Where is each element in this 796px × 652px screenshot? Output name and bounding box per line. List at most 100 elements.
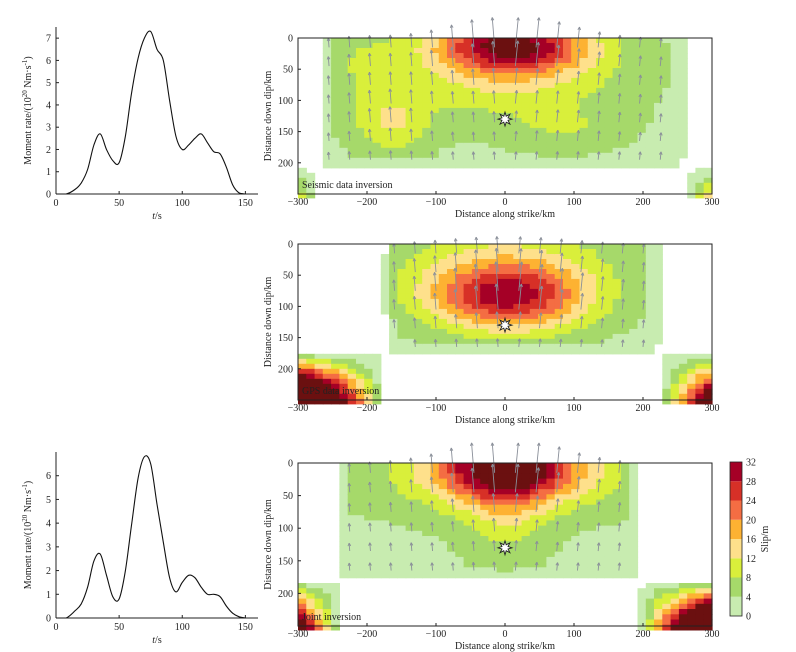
joint-slip-slip-cell [554,478,564,485]
joint-slip-slip-cell [488,494,498,501]
seismic-slip-slip-cell [422,162,432,169]
joint-slip-slip-cell [322,624,332,631]
gps-slip-slip-cell [488,308,498,315]
seismic-slip-slip-cell [505,82,514,89]
seismic-slip-slip-arrow [348,73,351,85]
gps-slip-hypocenter-star [496,316,514,334]
joint-slip-slip-cell [596,483,605,490]
gps-slip-slip-cell [612,278,622,285]
seismic-slip-slip-cell [629,77,639,84]
joint-slip-slip-cell [695,593,705,600]
gps-slip-slip-cell [488,244,498,250]
gps-slip-slip-cell [596,259,605,265]
seismic-slip-slip-cell [405,72,415,79]
joint-slip-slip-cell [620,551,630,558]
seismic-slip-slip-cell [347,53,357,59]
gps-slip-slip-arrow-head [580,272,585,276]
joint-slip-slip-cell [529,536,539,542]
gps-slip-slip-arrow-head [474,249,478,253]
gps-slip-slip-cell [496,303,506,310]
gps-slip-slip-cell [587,338,597,345]
seismic-slip-slip-arrow-head [347,151,352,155]
seismic-slip-slip-cell [480,102,490,109]
gps-slip-slip-cell [430,249,440,255]
seismic-slip-slip-cell [438,102,448,109]
seismic-slip-slip-cell [347,152,357,159]
gps-slip-slip-cell [513,244,523,250]
joint-moment-y-axis-label: Moment rate/(1020 Nm·s-1) [21,481,34,589]
seismic-slip-slip-cell [579,92,589,99]
seismic-slip-slip-cell [480,72,490,79]
seismic-slip-slip-cell [488,112,498,119]
joint-slip-slip-cell [505,572,514,579]
joint-slip-slip-cell [596,463,605,469]
seismic-slip-slip-cell [654,152,663,159]
joint-slip-slip-cell [372,536,382,542]
joint-slip-slip-cell [339,494,349,501]
seismic-slip-slip-cell [496,142,506,149]
gps-slip-slip-cell [430,269,440,275]
joint-slip-slip-cell [331,609,340,615]
gps-slip-slip-cell [298,373,307,380]
seismic-moment-y-tick-label: 3 [46,123,51,134]
seismic-slip-slip-cell [471,53,481,59]
joint-slip-slip-cell [645,624,655,631]
seismic-slip-slip-cell [571,132,581,139]
gps-slip-y-axis-label: Distance down dip/km [263,277,274,368]
seismic-slip-slip-cell [339,137,349,144]
joint-slip-slip-cell [620,504,630,511]
seismic-slip-slip-cell [480,107,490,114]
gps-slip-slip-cell [413,244,423,250]
seismic-slip-slip-cell [554,152,564,159]
gps-slip-slip-cell [554,318,564,325]
joint-slip-slip-cell [347,546,357,553]
seismic-slip-slip-cell [620,102,630,109]
joint-slip-slip-cell [405,556,415,563]
gps-slip-slip-cell [620,323,630,330]
gps-slip-slip-cell [579,293,589,300]
gps-slip-slip-cell [480,343,490,350]
seismic-slip-slip-cell [563,48,572,54]
seismic-slip-slip-cell [521,97,531,104]
seismic-slip-slip-cell [678,48,688,54]
seismic-slip-slip-cell [579,147,589,154]
seismic-slip-slip-arrow-head [347,92,351,96]
gps-slip-slip-cell [455,274,465,280]
joint-slip-slip-cell [463,525,473,532]
gps-slip-slip-cell [538,318,547,325]
joint-slip-slip-cell [563,504,572,511]
seismic-slip-slip-arrow-head [597,51,602,55]
gps-slip-slip-cell [447,269,456,275]
seismic-slip-slip-cell [529,58,539,64]
seismic-slip-x-tick-label: 300 [705,197,720,208]
seismic-slip-slip-cell [347,157,357,164]
seismic-slip-slip-cell [413,142,423,149]
joint-slip-slip-cell [670,598,680,605]
gps-slip-slip-arrow [414,339,416,347]
gps-slip-slip-cell [463,303,473,310]
joint-slip-slip-cell [587,515,597,521]
seismic-slip-slip-arrow [639,94,641,104]
joint-slip-hypocenter-star [496,539,514,557]
gps-slip-slip-cell [620,254,630,260]
gps-slip-slip-cell [529,288,539,295]
joint-slip-slip-cell [513,499,523,506]
joint-slip-slip-arrow [577,562,579,571]
joint-slip-slip-arrow [348,543,351,552]
joint-slip-slip-cell [571,551,581,558]
seismic-slip-slip-cell [397,127,407,134]
gps-slip-slip-cell [687,363,697,370]
joint-slip-slip-arrow [410,542,413,552]
seismic-slip-slip-cell [339,77,349,84]
gps-slip-slip-cell [596,288,605,295]
gps-slip-slip-cell [678,368,688,375]
gps-slip-slip-arrow [434,255,437,273]
joint-slip-slip-cell [438,530,448,537]
seismic-slip-slip-arrow [431,151,433,160]
joint-slip-slip-cell [571,504,581,511]
seismic-slip-slip-cell [480,147,490,154]
gps-slip-slip-cell [538,343,547,350]
joint-slip-slip-cell [380,468,390,474]
seismic-slip-slip-cell [347,122,357,129]
seismic-slip-slip-cell [596,53,605,59]
